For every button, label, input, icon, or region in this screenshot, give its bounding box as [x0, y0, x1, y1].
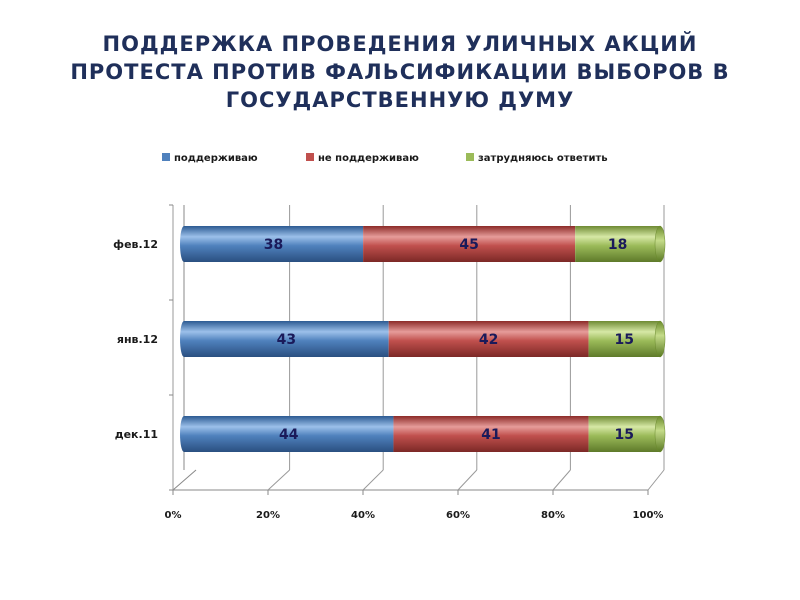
floor-gridline [647, 469, 665, 491]
floor-gridline [552, 469, 571, 491]
category-label: дек.11 [115, 428, 158, 441]
chart-title: ПОДДЕРЖКА ПРОВЕДЕНИЯ УЛИЧНЫХ АКЦИЙ ПРОТЕ… [40, 30, 760, 114]
chart-title-line-3: ГОСУДАРСТВЕННУЮ ДУМУ [225, 88, 575, 112]
category-label: янв.12 [117, 333, 158, 346]
bar-end-cap [654, 320, 666, 358]
chart-title-line-1: ПОДДЕРЖКА ПРОВЕДЕНИЯ УЛИЧНЫХ АКЦИЙ [102, 32, 698, 56]
data-label: 38 [264, 237, 283, 253]
bar-segment [575, 226, 660, 262]
data-label: 15 [615, 332, 634, 348]
bar-segment [363, 226, 576, 262]
category-label: фев.12 [113, 238, 158, 251]
legend-swatch [466, 153, 474, 161]
data-label: 18 [608, 237, 627, 253]
legend-label: затрудняюсь ответить [478, 153, 608, 164]
legend-swatch [306, 153, 314, 161]
bar-start-cap [180, 416, 188, 452]
x-tick-label: 0% [165, 510, 182, 521]
bar-segment [184, 416, 394, 452]
data-label: 45 [459, 237, 478, 253]
x-tick-label: 20% [256, 510, 280, 521]
bar-end-cap [654, 225, 666, 263]
floor-edge-left [172, 469, 197, 491]
bar-start-cap [180, 321, 188, 357]
x-tick-label: 60% [446, 510, 470, 521]
legend-swatch [162, 153, 170, 161]
bar-segment [588, 416, 660, 452]
bar-segment [388, 321, 589, 357]
floor-gridline [457, 469, 478, 491]
bar-start-cap [180, 226, 188, 262]
floor-gridline [362, 469, 384, 491]
x-tick-label: 40% [351, 510, 375, 521]
x-tick-label: 100% [633, 510, 664, 521]
x-tick-label: 80% [541, 510, 565, 521]
data-label: 43 [277, 332, 296, 348]
chart-title-line-2: ПРОТЕСТА ПРОТИВ ФАЛЬСИФИКАЦИИ ВЫБОРОВ В [70, 60, 730, 84]
bars: 38 45 18 43 42 15 44 41 15 [180, 225, 666, 453]
legend-label: не поддерживаю [318, 153, 419, 164]
bar-segment [184, 321, 389, 357]
bar-end-cap [654, 415, 666, 453]
bar-segment [184, 226, 364, 262]
legend: поддерживаю не поддерживаю затрудняюсь отв… [162, 153, 608, 164]
data-label: 44 [279, 427, 299, 443]
floor-gridline [267, 469, 290, 491]
bar-segment [393, 416, 589, 452]
bar-segment [588, 321, 660, 357]
data-label: 15 [615, 427, 634, 443]
legend-label: поддерживаю [174, 153, 258, 164]
data-label: 42 [479, 332, 498, 348]
data-label: 41 [481, 427, 500, 443]
